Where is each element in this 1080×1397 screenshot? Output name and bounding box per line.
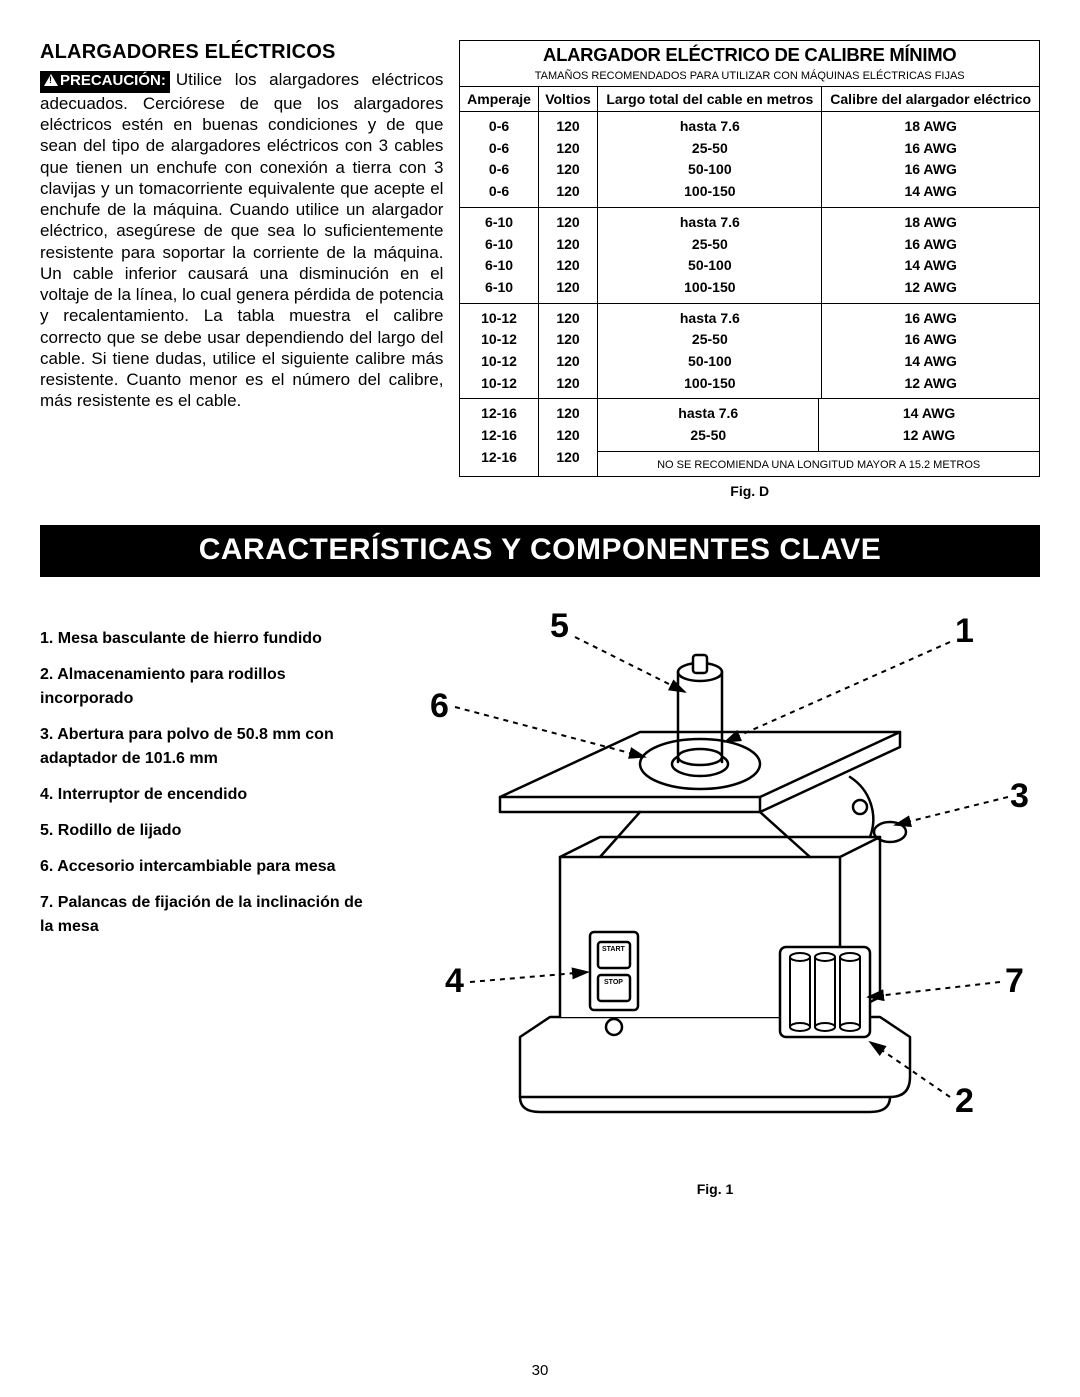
cell-len: hasta 7.6 25-50 50-100 100-150	[598, 303, 822, 399]
features-list: 1. Mesa basculante de hierro fundido 2. …	[40, 597, 380, 1197]
extension-cord-paragraph: PRECAUCIÓN:Utilice los alargadores eléct…	[40, 69, 443, 412]
cell-amp: 0-6 0-6 0-6 0-6	[460, 112, 538, 208]
table-row: 12-16 12-16 12-16 120 120 120 has	[460, 399, 1040, 477]
cell-awg: 18 AWG 16 AWG 16 AWG 14 AWG	[822, 112, 1040, 208]
warning-triangle-icon	[44, 74, 58, 86]
th-amperage: Amperaje	[460, 87, 538, 112]
wire-gauge-table: Amperaje Voltios Largo total del cable e…	[459, 86, 1040, 477]
switch-stop-label: STOP	[604, 979, 623, 986]
feature-item: 1. Mesa basculante de hierro fundido	[40, 627, 380, 651]
cell-amp: 12-16 12-16 12-16	[460, 399, 538, 477]
th-volts: Voltios	[538, 87, 598, 112]
left-column: ALARGADORES ELÉCTRICOS PRECAUCIÓN:Utilic…	[40, 40, 443, 499]
th-length: Largo total del cable en metros	[598, 87, 822, 112]
wire-table-subtitle: TAMAÑOS RECOMENDADOS PARA UTILIZAR CON M…	[459, 68, 1040, 86]
callout-2: 2	[955, 1082, 974, 1121]
fig-d-label: Fig. D	[459, 483, 1040, 499]
callout-4: 4	[445, 962, 464, 1001]
cell-volt: 120 120 120 120	[538, 207, 598, 303]
cell-awg: 16 AWG 16 AWG 14 AWG 12 AWG	[822, 303, 1040, 399]
switch-start-label: START	[602, 946, 625, 953]
table-row: 6-10 6-10 6-10 6-10 120 120 120 120 hast…	[460, 207, 1040, 303]
caution-badge: PRECAUCIÓN:	[40, 71, 170, 93]
th-gauge: Calibre del alargador eléctrico	[822, 87, 1040, 112]
cell-volt: 120 120 120 120	[538, 112, 598, 208]
cell-volt: 120 120 120 120	[538, 303, 598, 399]
callout-5: 5	[550, 607, 569, 646]
cell-last-group: hasta 7.6 25-50 14 AWG 12 AWG	[598, 399, 1040, 477]
section-title-features: CARACTERÍSTICAS Y COMPONENTES CLAVE	[40, 525, 1040, 577]
feature-item: 7. Palancas de fijación de la inclinació…	[40, 891, 380, 939]
feature-item: 4. Interruptor de encendido	[40, 783, 380, 807]
cell-len: hasta 7.6 25-50 50-100 100-150	[598, 112, 822, 208]
callout-7: 7	[1005, 962, 1024, 1001]
right-column: ALARGADOR ELÉCTRICO DE CALIBRE MÍNIMO TA…	[459, 40, 1040, 499]
diagram-column: 1 2 3 4 5 6 7 START STOP Fig. 1	[390, 597, 1040, 1197]
fig-1-label: Fig. 1	[390, 1181, 1040, 1197]
sander-svg	[390, 597, 1040, 1177]
cell-amp: 6-10 6-10 6-10 6-10	[460, 207, 538, 303]
table-row: 10-12 10-12 10-12 10-12 120 120 120 120 …	[460, 303, 1040, 399]
wire-table-title: ALARGADOR ELÉCTRICO DE CALIBRE MÍNIMO	[459, 40, 1040, 68]
table-row: 0-6 0-6 0-6 0-6 120 120 120 120 hasta 7.…	[460, 112, 1040, 208]
cell-awg: 18 AWG 16 AWG 14 AWG 12 AWG	[822, 207, 1040, 303]
extension-cord-body-text: Utilice los alargadores eléctricos adecu…	[40, 70, 443, 410]
no-recommend-note: NO SE RECOMIENDA UNA LONGITUD MAYOR A 15…	[604, 456, 1033, 472]
feature-item: 2. Almacenamiento para rodillos incorpor…	[40, 663, 380, 711]
cell-volt: 120 120 120	[538, 399, 598, 477]
page-number: 30	[0, 1362, 1080, 1379]
callout-6: 6	[430, 687, 449, 726]
caution-label-text: PRECAUCIÓN:	[60, 72, 166, 89]
callout-3: 3	[1010, 777, 1029, 816]
cell-len: hasta 7.6 25-50 50-100 100-150	[598, 207, 822, 303]
feature-item: 6. Accesorio intercambiable para mesa	[40, 855, 380, 879]
cell-amp: 10-12 10-12 10-12 10-12	[460, 303, 538, 399]
feature-item: 3. Abertura para polvo de 50.8 mm con ad…	[40, 723, 380, 771]
callout-1: 1	[955, 612, 974, 651]
section-title-extension-cords: ALARGADORES ELÉCTRICOS	[40, 40, 443, 65]
sander-diagram: 1 2 3 4 5 6 7 START STOP	[390, 597, 1040, 1177]
feature-item: 5. Rodillo de lijado	[40, 819, 380, 843]
table-header-row: Amperaje Voltios Largo total del cable e…	[460, 87, 1040, 112]
